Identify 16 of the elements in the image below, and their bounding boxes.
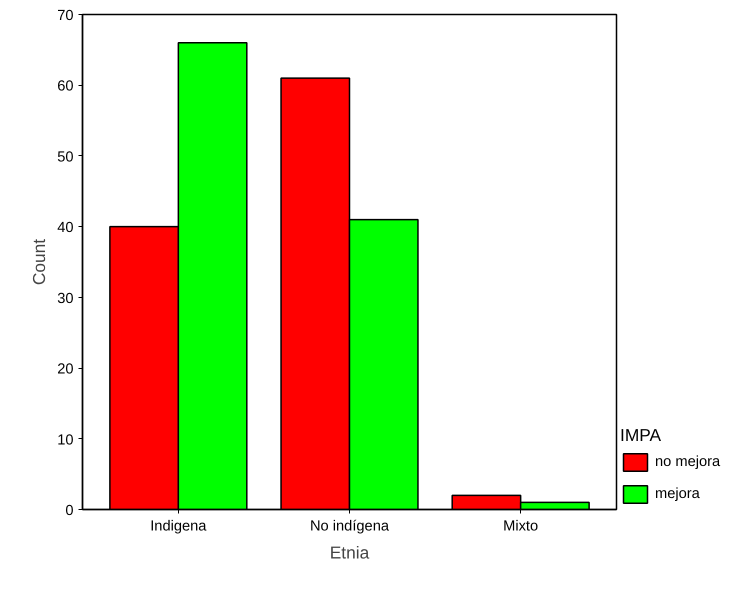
- legend-label: no mejora: [655, 454, 720, 470]
- legend-title: IMPA: [620, 425, 662, 446]
- y-tick-label: 40: [57, 220, 74, 236]
- x-tick-label: Mixto: [503, 518, 538, 534]
- y-tick-label: 20: [57, 362, 74, 378]
- y-tick-label: 50: [57, 149, 74, 166]
- y-axis-title: Count: [29, 238, 50, 286]
- y-tick-label: 60: [57, 78, 74, 95]
- x-tick-label: Indigena: [150, 518, 208, 534]
- y-tick-label: 30: [57, 290, 74, 307]
- x-axis-title: Etnia: [330, 542, 370, 562]
- y-tick-label: 0: [65, 503, 74, 519]
- y-tick-label: 70: [57, 8, 74, 24]
- y-tick-label: 10: [57, 432, 74, 448]
- x-tick-label: No indígena: [310, 518, 390, 534]
- legend-label: mejora: [655, 486, 700, 502]
